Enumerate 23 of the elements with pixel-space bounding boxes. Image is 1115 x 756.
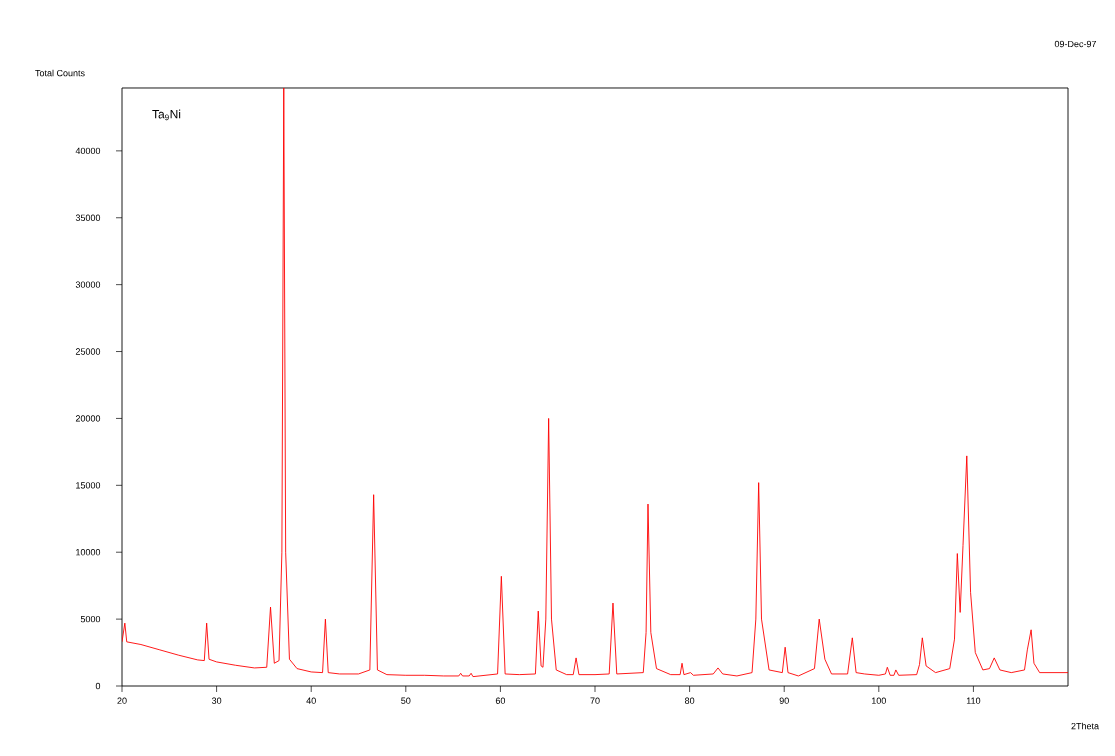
annotation: Ta$_{9}$Ni: [152, 109, 181, 121]
x-tick-label: 30: [211, 697, 222, 704]
y-tick-label: 30000: [75, 281, 101, 288]
x-tick-label: 80: [685, 697, 695, 704]
text: 09-Dec-97: [1054, 40, 1097, 48]
x-tick-label: 110: [966, 697, 981, 704]
y-tick-label: 5000: [80, 615, 101, 623]
x-tick-label: 90: [779, 697, 789, 704]
x-tick-label: 70: [590, 697, 600, 704]
y-tick-label: 20000: [75, 415, 101, 422]
x-tick-label: 60: [495, 697, 506, 704]
x-tick-label: 20: [117, 697, 127, 704]
x-tick-label: 50: [401, 697, 411, 704]
y-tick-label: 15000: [76, 482, 101, 489]
x-tick-label: 40: [306, 697, 316, 704]
y-tick-label: 35000: [75, 214, 101, 221]
y-tick-label: 40000: [75, 147, 101, 155]
x-axis-title: 2Theta: [1071, 722, 1100, 730]
y-tick-label: 25000: [75, 348, 101, 355]
x-tick-label: 100: [871, 697, 886, 704]
y-tick-label: 10000: [76, 549, 101, 556]
y-tick-label: 0: [95, 682, 101, 690]
y-axis-title: Total Counts: [35, 69, 85, 77]
